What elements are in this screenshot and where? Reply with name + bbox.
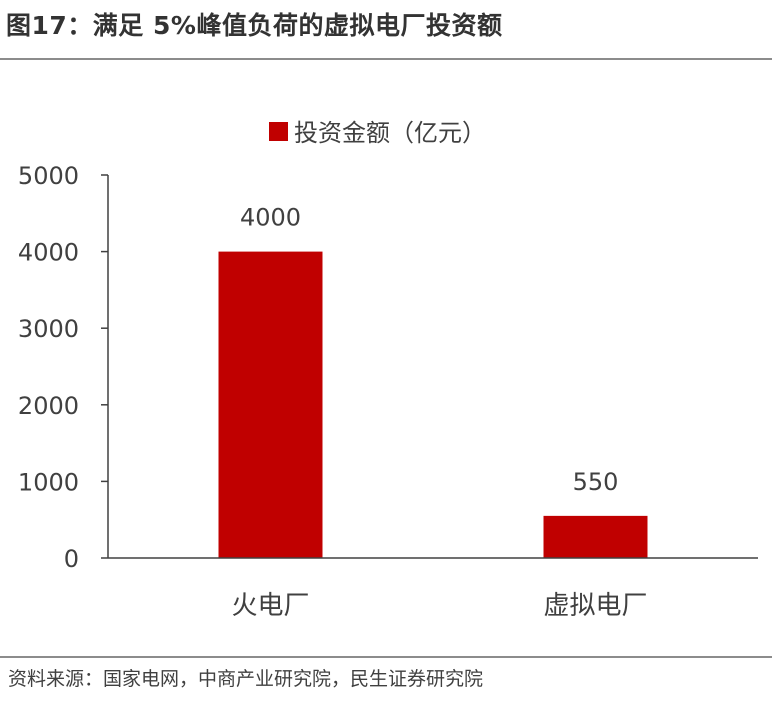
legend-label: 投资金额（亿元） xyxy=(294,119,486,147)
y-tick-label: 5000 xyxy=(18,162,79,190)
title-divider xyxy=(0,58,772,60)
bar-chart: 投资金额（亿元） 0 1000 2000 3000 4000 5000 4000 550 火… xyxy=(18,119,758,621)
x-axis-labels: 火电厂 虚拟电厂 xyxy=(231,591,647,621)
y-tick-label: 0 xyxy=(64,545,79,573)
data-label: 4000 xyxy=(240,204,301,232)
source-note: 资料来源：国家电网，中商产业研究院，民生证券研究院 xyxy=(8,668,484,690)
bar xyxy=(543,515,648,558)
y-tick-label: 1000 xyxy=(18,468,79,496)
y-tick-label: 2000 xyxy=(18,392,79,420)
data-labels: 4000 550 xyxy=(240,204,618,496)
figure-title: 图17：满足 5%峰值负荷的虚拟电厂投资额 xyxy=(6,11,503,40)
y-axis-ticks: 0 1000 2000 3000 4000 5000 xyxy=(18,162,108,573)
x-tick-label: 虚拟电厂 xyxy=(543,591,647,621)
y-tick-label: 3000 xyxy=(18,315,79,343)
data-label: 550 xyxy=(573,468,619,496)
bars xyxy=(218,251,648,558)
y-tick-label: 4000 xyxy=(18,239,79,267)
source-divider xyxy=(0,656,772,658)
bar xyxy=(218,251,323,558)
legend-swatch xyxy=(269,122,288,141)
chart-legend: 投资金额（亿元） xyxy=(269,119,486,147)
x-tick-label: 火电厂 xyxy=(231,591,309,621)
